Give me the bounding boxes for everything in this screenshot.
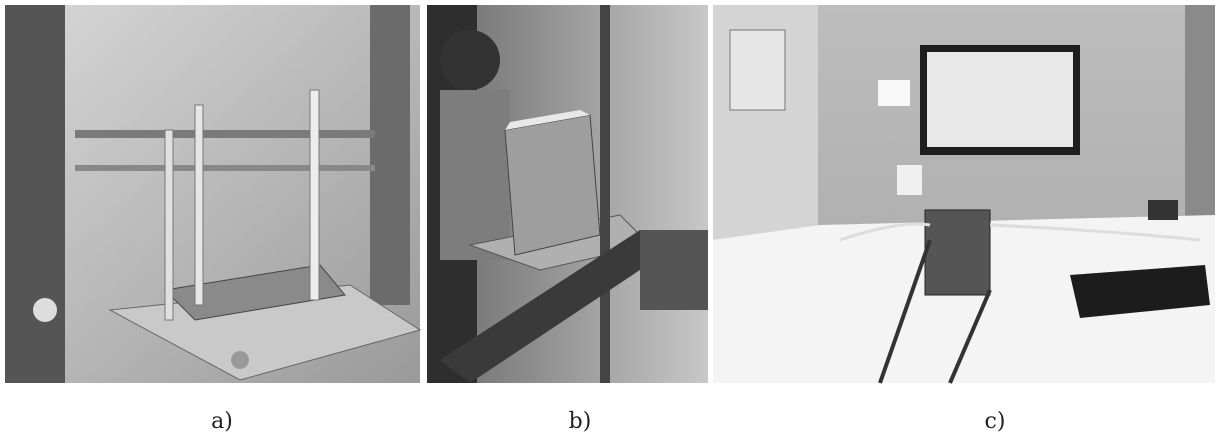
caption: a) — [211, 409, 233, 434]
caption: c) — [985, 409, 1006, 434]
figure: a) b) c) — [0, 0, 1219, 439]
photo-a — [5, 5, 420, 383]
caption: b) — [569, 409, 592, 434]
photo-b — [427, 5, 708, 383]
photo-c — [713, 5, 1215, 383]
